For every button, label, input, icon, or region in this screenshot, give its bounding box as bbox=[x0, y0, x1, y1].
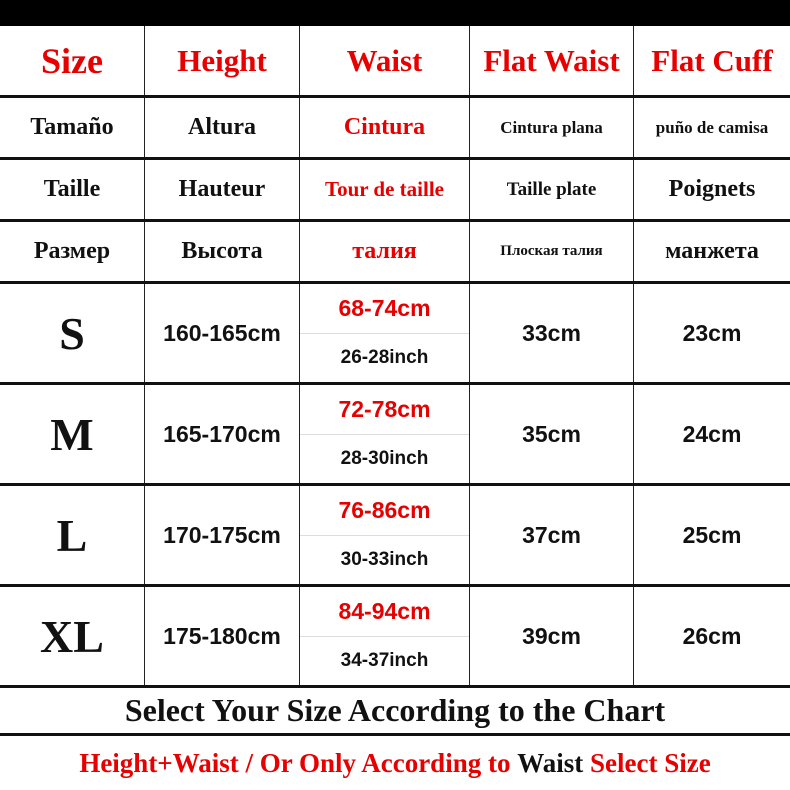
flat-waist-value: 33cm bbox=[470, 284, 634, 382]
size-row-l: L 170-175cm 76-86cm 30-33inch 37cm 25cm bbox=[0, 486, 790, 587]
label-size: Размер bbox=[0, 222, 145, 281]
size-label: L bbox=[0, 486, 145, 584]
header-size: Size bbox=[0, 26, 145, 95]
height-value: 175-180cm bbox=[145, 587, 300, 685]
label-waist: Tour de taille bbox=[300, 160, 470, 219]
footer-note: Height+Waist / Or Only According to Wais… bbox=[0, 737, 790, 790]
flat-cuff-value: 26cm bbox=[682, 622, 742, 649]
size-label: S bbox=[0, 284, 145, 382]
size-chart-table: Size Height Waist Flat Waist Flat Cuff T… bbox=[0, 26, 790, 688]
flat-cuff-value: 25cm bbox=[682, 521, 742, 548]
label-size: Tamaño bbox=[0, 98, 145, 157]
height-value: 160-165cm bbox=[145, 284, 300, 382]
size-row-m: M 165-170cm 72-78cm 28-30inch 35cm 24cm bbox=[0, 385, 790, 486]
waist-cell: 76-86cm 30-33inch bbox=[300, 486, 470, 584]
waist-cell: 84-94cm 34-37inch bbox=[300, 587, 470, 685]
height-value: 165-170cm bbox=[145, 385, 300, 483]
spanish-row: Tamaño Altura Cintura Cintura plana puño… bbox=[0, 98, 790, 160]
top-bar bbox=[0, 0, 790, 26]
header-waist: Waist bbox=[300, 26, 470, 95]
waist-cm: 84-94cm bbox=[300, 587, 469, 637]
flat-cuff-value: 24cm bbox=[682, 420, 742, 447]
waist-cm: 72-78cm bbox=[300, 385, 469, 435]
flat-waist-value: 37cm bbox=[470, 486, 634, 584]
label-height: Altura bbox=[145, 98, 300, 157]
label-flat-cuff: Poignets bbox=[668, 176, 756, 202]
header-flat-waist: Flat Waist bbox=[470, 26, 634, 95]
flat-waist-value: 39cm bbox=[470, 587, 634, 685]
french-row: Taille Hauteur Tour de taille Taille pla… bbox=[0, 160, 790, 222]
waist-inch: 28-30inch bbox=[340, 447, 429, 469]
size-label: XL bbox=[0, 587, 145, 685]
header-row: Size Height Waist Flat Waist Flat Cuff bbox=[0, 26, 790, 98]
footer-note-part-b: Select Size bbox=[589, 748, 711, 778]
waist-inch: 30-33inch bbox=[340, 548, 429, 570]
waist-cell: 72-78cm 28-30inch bbox=[300, 385, 470, 483]
footer-instruction: Select Your Size According to the Chart bbox=[0, 687, 790, 736]
flat-waist-value: 35cm bbox=[470, 385, 634, 483]
size-row-xl: XL 175-180cm 84-94cm 34-37inch 39cm 26cm bbox=[0, 587, 790, 688]
label-height: Hauteur bbox=[145, 160, 300, 219]
russian-row: Размер Высота талия Плоская талия манжет… bbox=[0, 222, 790, 284]
height-value: 170-175cm bbox=[145, 486, 300, 584]
header-height: Height bbox=[145, 26, 300, 95]
waist-inch: 26-28inch bbox=[340, 346, 429, 368]
label-flat-waist: Taille plate bbox=[470, 160, 634, 219]
label-size: Taille bbox=[0, 160, 145, 219]
label-flat-waist: Cintura plana bbox=[470, 98, 634, 157]
header-flat-cuff: Flat Cuff bbox=[651, 42, 773, 78]
size-row-s: S 160-165cm 68-74cm 26-28inch 33cm 23cm bbox=[0, 284, 790, 385]
waist-cm: 68-74cm bbox=[300, 284, 469, 334]
size-label: M bbox=[0, 385, 145, 483]
flat-cuff-value: 23cm bbox=[682, 319, 742, 346]
waist-cell: 68-74cm 26-28inch bbox=[300, 284, 470, 382]
label-flat-cuff: манжета bbox=[665, 238, 759, 264]
waist-inch: 34-37inch bbox=[340, 649, 429, 671]
label-flat-waist: Плоская талия bbox=[470, 222, 634, 281]
label-waist: Cintura bbox=[300, 98, 470, 157]
label-height: Высота bbox=[145, 222, 300, 281]
waist-cm: 76-86cm bbox=[300, 486, 469, 536]
label-flat-cuff: puño de camisa bbox=[655, 117, 769, 137]
footer-note-part-a: Height+Waist / Or Only According to bbox=[79, 748, 511, 778]
label-waist: талия bbox=[300, 222, 470, 281]
footer-note-waist: Waist bbox=[517, 748, 584, 778]
